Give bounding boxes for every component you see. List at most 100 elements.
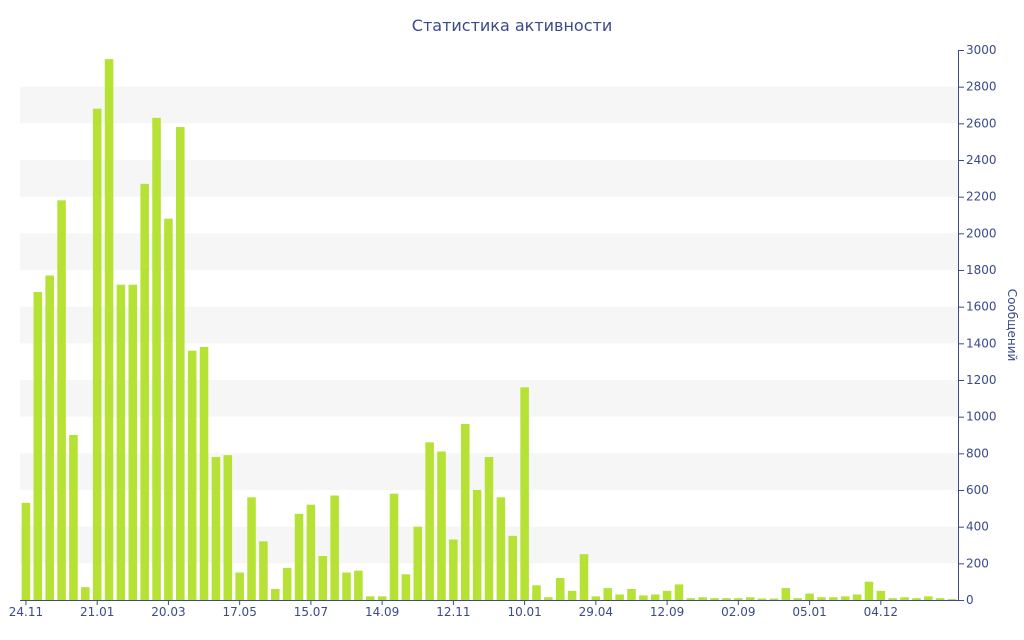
bar xyxy=(722,598,731,600)
bar xyxy=(567,590,577,600)
bar xyxy=(69,435,78,600)
bar xyxy=(520,387,529,600)
bar xyxy=(935,598,945,600)
bar xyxy=(947,599,957,600)
y-tick-label: 2000 xyxy=(966,226,997,240)
y-tick-label: 200 xyxy=(966,556,989,570)
bar xyxy=(365,596,375,600)
x-tick-label: 29.04 xyxy=(579,605,613,619)
x-tick-label: 20.03 xyxy=(151,605,185,619)
bar xyxy=(496,497,506,600)
bar xyxy=(876,590,886,600)
bar xyxy=(817,597,826,600)
bar xyxy=(579,554,589,600)
y-tick-label: 0 xyxy=(966,593,974,607)
x-tick-label: 12.11 xyxy=(436,605,470,619)
bar xyxy=(686,598,696,600)
bar xyxy=(152,117,161,600)
bar xyxy=(330,495,339,600)
bar xyxy=(187,350,197,600)
y-tick-label: 1200 xyxy=(966,373,997,387)
bar xyxy=(650,594,660,600)
bar xyxy=(698,597,707,600)
chart-title: Статистика активности xyxy=(412,16,612,35)
x-tick-label: 24.11 xyxy=(9,605,43,619)
bar xyxy=(45,275,54,600)
y-tick-label: 2800 xyxy=(966,80,997,94)
bar xyxy=(900,597,909,600)
x-tick-label: 10.01 xyxy=(507,605,541,619)
grid-band xyxy=(20,86,958,124)
bar xyxy=(508,535,518,600)
bar xyxy=(294,513,304,600)
bar xyxy=(176,127,185,600)
bar xyxy=(116,284,126,600)
bar xyxy=(555,578,565,600)
bar xyxy=(389,493,399,600)
x-axis-ticks: 24.11 21.01 20.03 17.05 15.07 14.09 12.11 10.01… xyxy=(9,600,898,619)
y-tick-label: 800 xyxy=(966,446,989,460)
y-tick-label: 1000 xyxy=(966,410,997,424)
bar xyxy=(840,596,850,600)
bar xyxy=(259,541,268,600)
bar xyxy=(282,567,292,600)
bar xyxy=(639,595,648,600)
x-tick-label: 05.01 xyxy=(792,605,826,619)
bar xyxy=(793,598,802,600)
bar xyxy=(247,497,256,600)
bar xyxy=(21,502,31,600)
bar xyxy=(674,584,684,600)
bar xyxy=(271,589,280,600)
bar xyxy=(710,598,719,600)
bar xyxy=(223,455,233,600)
y-tick-label: 1600 xyxy=(966,300,997,314)
y-tick-label: 2400 xyxy=(966,153,997,167)
bar xyxy=(745,597,755,600)
bar xyxy=(734,598,743,600)
bar xyxy=(544,597,553,600)
bar xyxy=(92,108,102,601)
bar xyxy=(211,457,221,600)
x-tick-label: 12.09 xyxy=(650,605,684,619)
bar xyxy=(104,59,114,601)
bar xyxy=(377,596,387,600)
bar xyxy=(140,183,149,600)
y-tick-label: 1400 xyxy=(966,336,997,350)
bar xyxy=(603,588,613,600)
bar xyxy=(924,596,933,600)
bar xyxy=(627,589,636,600)
bar xyxy=(662,590,672,600)
bar xyxy=(484,457,494,600)
bar xyxy=(354,570,363,600)
bar xyxy=(852,594,862,600)
y-tick-label: 2200 xyxy=(966,190,997,204)
bar xyxy=(757,598,767,600)
bar xyxy=(199,347,209,600)
bar-series xyxy=(21,59,957,601)
bar xyxy=(769,598,779,600)
y-tick-label: 2600 xyxy=(966,116,997,130)
x-tick-label: 02.09 xyxy=(721,605,755,619)
x-tick-label: 04.12 xyxy=(864,605,898,619)
bar xyxy=(81,587,90,600)
bar xyxy=(164,218,173,601)
bar xyxy=(615,594,624,600)
bar xyxy=(342,572,351,600)
bar xyxy=(318,556,328,600)
y-axis-ticks: 0 200 400 600 800 1000 1200 1400 1600 1800 2000 220… xyxy=(958,43,997,607)
bar xyxy=(437,451,446,600)
bar xyxy=(532,585,541,600)
bar xyxy=(591,596,601,600)
y-tick-label: 1800 xyxy=(966,263,997,277)
x-tick-label: 17.05 xyxy=(222,605,256,619)
bar xyxy=(912,598,921,600)
x-tick-label: 15.07 xyxy=(294,605,328,619)
bar xyxy=(888,598,897,600)
bar xyxy=(235,572,244,600)
bar xyxy=(57,200,66,600)
bar xyxy=(449,539,458,600)
bar xyxy=(781,588,791,600)
bar xyxy=(128,284,138,600)
